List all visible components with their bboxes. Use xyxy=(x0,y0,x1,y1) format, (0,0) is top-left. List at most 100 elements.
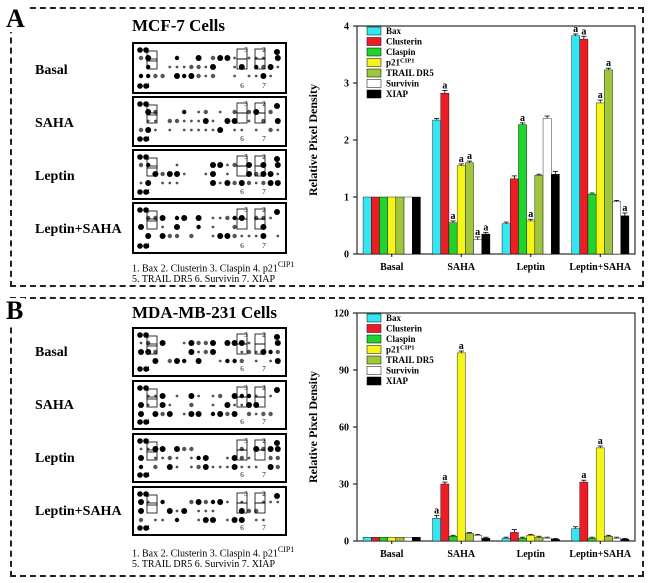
blot-reference-spot xyxy=(137,438,143,444)
bar xyxy=(440,93,450,255)
blot-number-label: 1 xyxy=(146,438,150,446)
blot-spot xyxy=(188,393,195,399)
legend-entry: Claspin xyxy=(386,47,416,57)
bar xyxy=(534,536,544,542)
blot-spot xyxy=(146,403,150,407)
blot-highlight-box xyxy=(254,449,266,461)
blot-number-label: 6 xyxy=(240,418,244,426)
blot-highlight-box xyxy=(146,157,158,169)
blot-spot xyxy=(138,411,144,417)
y-tick-label: 2 xyxy=(344,136,349,147)
blot-spot xyxy=(247,456,251,460)
legend-swatch xyxy=(366,324,382,333)
blot-spot xyxy=(226,518,229,522)
blot-spot xyxy=(160,73,165,79)
blot-spot xyxy=(145,127,152,133)
blot-highlight-box xyxy=(236,386,248,398)
blot-spot xyxy=(154,128,157,132)
blot-spot xyxy=(182,73,187,79)
bar xyxy=(465,533,474,542)
blot-number-label: 1 xyxy=(146,491,150,499)
blot-spot xyxy=(238,215,245,221)
blot-spot xyxy=(233,56,236,60)
bar xyxy=(612,201,621,255)
blot-spot xyxy=(145,55,152,61)
blot-spot xyxy=(274,340,281,346)
bar xyxy=(456,165,466,255)
blot-spot xyxy=(226,163,229,167)
blot-spot xyxy=(188,73,195,79)
blot-spot xyxy=(231,118,238,124)
panel-b-label-basal: Basal xyxy=(35,345,68,360)
blot-spot xyxy=(146,119,150,123)
blot-number-label: 7 xyxy=(262,135,266,143)
legend-swatch xyxy=(366,26,382,36)
blot-number-label: 4 xyxy=(146,524,150,532)
panel-b-blot-leptin-saha: 1 4 6 3 2 7 xyxy=(132,486,287,536)
blot-spot xyxy=(197,509,200,513)
blot-spot xyxy=(218,110,222,114)
blot-spot xyxy=(175,465,179,469)
blot-spot xyxy=(211,119,215,123)
legend-swatch xyxy=(366,313,382,323)
bar xyxy=(432,517,441,542)
blot-spot xyxy=(261,180,266,186)
blot-spot xyxy=(211,394,215,398)
blot-spot xyxy=(246,349,252,355)
blot-spot xyxy=(174,233,180,239)
blot-spot xyxy=(218,393,223,399)
blot-spot xyxy=(254,518,258,522)
blot-spot xyxy=(154,119,157,123)
blot-spot xyxy=(175,163,179,167)
bar xyxy=(595,102,605,255)
blot-number-label: 6 xyxy=(240,524,244,532)
y-tick-label: 120 xyxy=(334,309,349,320)
blot-number-label: 1 xyxy=(146,385,150,393)
blot-spot xyxy=(254,234,258,238)
blot-spot xyxy=(254,350,258,354)
blot-spot xyxy=(175,394,179,398)
blot-number-label: 4 xyxy=(146,365,150,373)
bar xyxy=(395,196,405,255)
blot-reference-spot xyxy=(143,366,149,372)
blot-spot xyxy=(232,109,237,115)
blot-spot xyxy=(238,340,245,346)
blot-spot xyxy=(254,359,258,363)
blot-spot xyxy=(211,465,215,469)
blot-number-label: 3 xyxy=(244,384,248,392)
blot-spot xyxy=(190,465,193,469)
blot-spot xyxy=(269,216,272,220)
blot-spot xyxy=(232,180,237,186)
blot-spot xyxy=(240,403,244,407)
blot-spot xyxy=(138,455,144,461)
blot-reference-spot xyxy=(137,472,143,478)
panel-b-label-saha: SAHA xyxy=(35,398,74,413)
panel-b-frame xyxy=(10,297,644,577)
panel-a-label-basal: Basal xyxy=(35,63,68,78)
panel-b-label-leptin-saha: Leptin+SAHA xyxy=(35,504,122,519)
y-tick-label: 0 xyxy=(344,537,349,548)
blot-spot xyxy=(210,162,216,168)
blot-spot xyxy=(210,73,216,79)
panel-b-blot-saha: 1 4 6 3 2 7 xyxy=(132,380,287,430)
blot-spot xyxy=(203,340,208,346)
blot-spot xyxy=(224,55,231,61)
blot-spot xyxy=(161,518,164,522)
blot-spot xyxy=(217,162,224,168)
blot-spot xyxy=(224,118,231,124)
legend-entry: XIAP xyxy=(386,376,409,386)
blot-spot xyxy=(261,411,266,417)
blot-spot xyxy=(159,215,166,221)
y-tick-label: 90 xyxy=(339,366,349,377)
blot-spot xyxy=(225,411,230,417)
panel-b-chart: 0 30 60 90 120 Relative Pixel Density Basal SAH… xyxy=(306,309,636,560)
bar xyxy=(403,536,413,542)
legend-swatch xyxy=(366,345,382,354)
significance-label: a xyxy=(467,151,472,162)
blot-number-label: 6 xyxy=(240,82,244,90)
blot-spot xyxy=(218,465,222,469)
bar xyxy=(456,352,466,542)
bar xyxy=(542,118,552,255)
blot-image: 1 4 6 3 2 7 xyxy=(137,100,281,143)
blot-spot xyxy=(168,65,172,69)
